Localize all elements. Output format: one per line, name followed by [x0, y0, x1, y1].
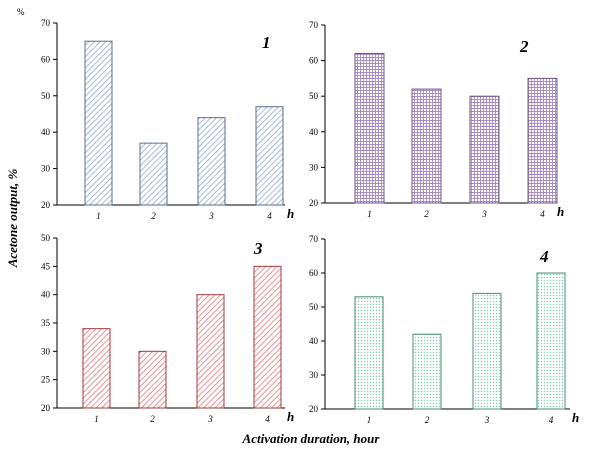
- y-tick-label: 60: [41, 54, 51, 64]
- y-axis-label: Acetone output, %: [5, 169, 20, 269]
- y-tick-label: 20: [41, 403, 51, 413]
- y-tick-label: 40: [309, 127, 319, 137]
- x-unit-label: h: [287, 409, 294, 424]
- chart-panel-3: 20 25 30 35 40 45 50 1 2 3 4 h 3: [41, 233, 294, 424]
- x-tick-label: 3: [484, 415, 490, 425]
- bar: [354, 52, 385, 204]
- bar: [469, 95, 500, 204]
- y-tick-label: 30: [309, 162, 319, 172]
- bar: [197, 117, 226, 206]
- panel-number: 2: [519, 37, 529, 56]
- y-tick-label: 30: [309, 370, 319, 380]
- x-tick-label: 2: [151, 211, 156, 221]
- bar: [412, 333, 442, 410]
- x-tick-label: 1: [96, 211, 101, 221]
- bar: [354, 296, 384, 410]
- y-unit-label: %: [17, 7, 25, 17]
- y-tick-label: 70: [41, 18, 51, 28]
- x-tick-label: 2: [425, 415, 430, 425]
- y-tick-label: 50: [41, 91, 51, 101]
- bar: [411, 88, 442, 204]
- bar: [536, 272, 566, 410]
- y-tick-label: 60: [309, 268, 319, 278]
- x-tick-label: 2: [424, 209, 429, 219]
- y-tick-label: 30: [41, 346, 51, 356]
- chart-panel-1: 20 30 40 50 60 70 1 2 3 4 h 1: [41, 18, 294, 221]
- y-tick-label: 30: [41, 164, 51, 174]
- x-tick-label: 1: [367, 209, 372, 219]
- y-tick-label: 20: [309, 198, 319, 208]
- bar: [82, 328, 111, 409]
- x-unit-label: h: [557, 204, 564, 219]
- y-tick-label: 50: [41, 233, 51, 243]
- x-unit-label: h: [287, 206, 294, 221]
- x-unit-label: h: [572, 410, 579, 425]
- y-tick-label: 45: [41, 261, 51, 271]
- bar: [472, 292, 502, 410]
- bar: [138, 350, 167, 409]
- y-tick-label: 50: [309, 302, 319, 312]
- x-tick-label: 4: [267, 211, 272, 221]
- y-tick-label: 70: [309, 20, 319, 30]
- y-tick-label: 20: [309, 404, 319, 414]
- bar: [196, 294, 225, 409]
- x-tick-label: 2: [150, 414, 155, 424]
- x-tick-label: 3: [207, 414, 213, 424]
- bar: [527, 77, 558, 204]
- x-tick-label: 3: [481, 209, 487, 219]
- x-tick-label: 4: [549, 415, 554, 425]
- y-tick-label: 20: [41, 200, 51, 210]
- x-tick-label: 1: [94, 414, 99, 424]
- x-tick-label: 4: [540, 209, 545, 219]
- y-tick-label: 35: [41, 318, 51, 328]
- chart-panel-4: 20 30 40 50 60 70 1 2 3 4 h 4: [309, 234, 579, 425]
- panel-number: 1: [262, 33, 271, 52]
- y-tick-label: 40: [41, 127, 51, 137]
- panel-number: 4: [539, 247, 549, 266]
- bar: [253, 265, 282, 409]
- x-tick-label: 1: [367, 415, 372, 425]
- bar: [139, 142, 168, 206]
- y-tick-label: 40: [41, 290, 51, 300]
- chart-panel-2: 20 30 40 50 60 70 1 2 3 4 h 2: [309, 20, 564, 219]
- y-tick-label: 40: [309, 336, 319, 346]
- x-axis-label: Activation duration, hour: [242, 431, 381, 446]
- bar: [84, 40, 113, 206]
- y-tick-label: 60: [309, 56, 319, 66]
- panel-number: 3: [253, 239, 263, 258]
- y-tick-label: 25: [41, 375, 51, 385]
- y-tick-label: 70: [309, 234, 319, 244]
- x-tick-label: 4: [265, 414, 270, 424]
- x-tick-label: 3: [208, 211, 214, 221]
- bar: [255, 106, 284, 206]
- y-tick-label: 50: [309, 91, 319, 101]
